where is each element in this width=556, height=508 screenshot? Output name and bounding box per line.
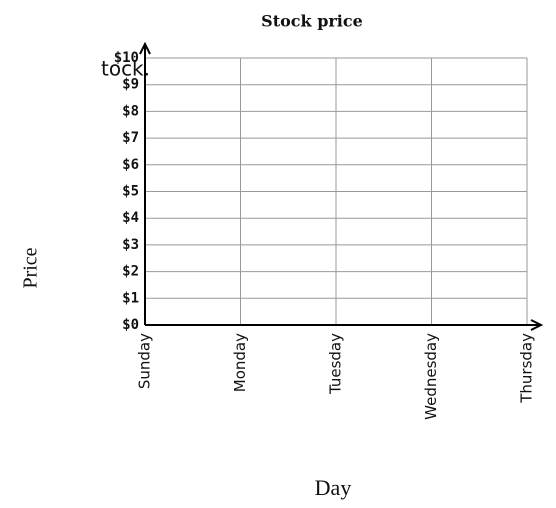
y-tick-label: $3	[122, 237, 139, 253]
x-axis-arrow	[530, 319, 544, 331]
chart-title: Stock price	[261, 12, 363, 31]
y-tick-label: $10	[114, 50, 139, 66]
y-axis-arrow	[139, 41, 151, 55]
x-tick-label: Wednesday	[422, 333, 440, 420]
y-tick-label: $6	[122, 157, 139, 173]
y-tick-label: $4	[122, 210, 139, 226]
y-tick-label: $8	[122, 103, 139, 119]
y-tick-label: $0	[122, 317, 139, 333]
y-tick-label: $9	[122, 77, 139, 93]
x-tick-label: Sunday	[136, 333, 154, 389]
x-tick-label: Thursday	[518, 333, 536, 404]
y-tick-label: $2	[122, 264, 139, 280]
x-tick-label: Tuesday	[327, 333, 345, 395]
y-tick-label: $7	[122, 130, 139, 146]
y-axis-label: Price	[20, 247, 42, 288]
text-fragment: tock.	[101, 57, 150, 81]
x-tick-label: Monday	[231, 333, 249, 392]
x-axis-label: Day	[315, 475, 352, 500]
y-tick-label: $1	[122, 290, 139, 306]
y-tick-label: $5	[122, 184, 139, 200]
